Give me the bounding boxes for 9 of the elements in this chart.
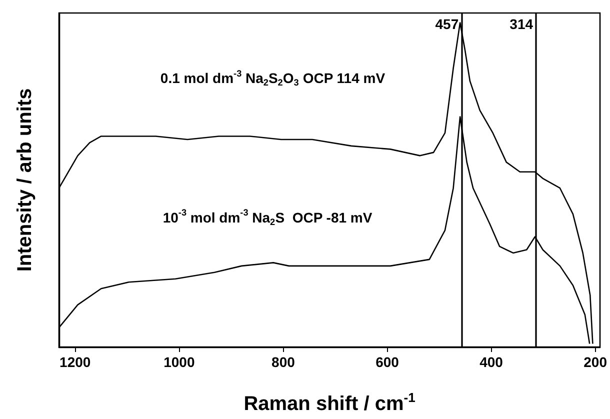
y-axis-title: Intensity / arb units xyxy=(14,88,36,272)
x-tick-label: 1000 xyxy=(164,354,195,370)
x-tick-label: 600 xyxy=(376,354,400,370)
x-tick-label: 800 xyxy=(272,354,296,370)
ref-line-label: 457 xyxy=(435,16,459,32)
x-tick-label: 200 xyxy=(584,354,608,370)
x-tick-label: 400 xyxy=(480,354,504,370)
x-tick-label: 1200 xyxy=(60,354,91,370)
ref-line-label: 314 xyxy=(510,16,534,32)
